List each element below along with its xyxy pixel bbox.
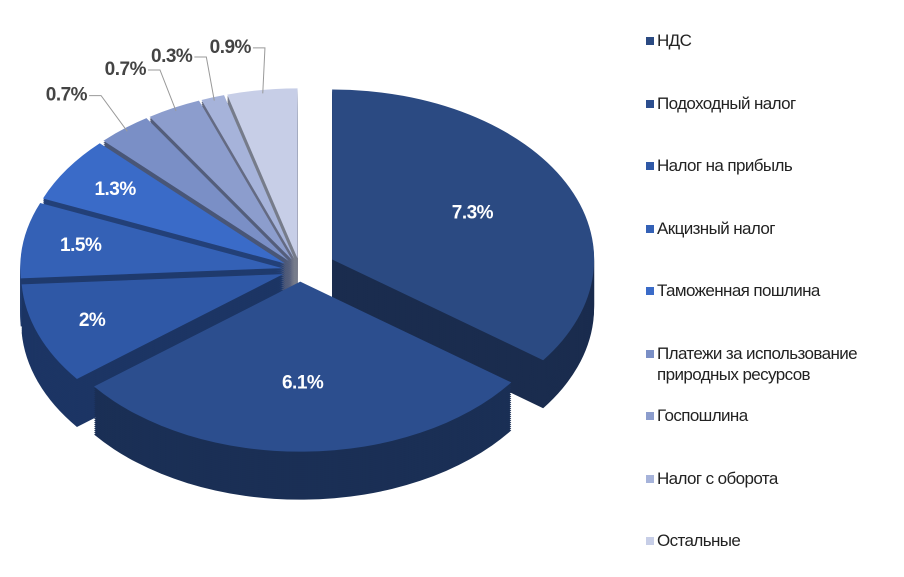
slice — [94, 281, 512, 500]
legend-item: Налог на прибыль — [646, 155, 904, 176]
legend-label: Платежи за использование природных ресур… — [657, 343, 858, 384]
legend-swatch — [646, 162, 654, 170]
legend-label: Налог с оборота — [657, 468, 778, 488]
slice-top — [227, 88, 298, 259]
legend-label: Акцизный налог — [657, 218, 775, 238]
leader-line — [89, 95, 128, 132]
legend-item: Подоходный налог — [646, 93, 904, 114]
legend-swatch — [646, 37, 654, 45]
leader-line — [194, 56, 215, 101]
data-label: 1.3% — [94, 179, 136, 200]
legend-swatch — [646, 349, 654, 358]
slice-top — [201, 95, 295, 259]
legend-label: Госпошлина — [657, 406, 748, 425]
slice-top — [42, 143, 286, 264]
data-label: 2% — [79, 310, 106, 331]
legend-swatch — [646, 537, 654, 545]
legend-swatch — [646, 287, 654, 295]
legend-swatch — [646, 99, 654, 108]
slice-top — [332, 89, 595, 361]
slice — [332, 89, 595, 409]
slice-top — [21, 274, 284, 379]
legend-item: НДС — [646, 30, 904, 51]
legend-item: Таможенная пошлина — [646, 280, 904, 301]
data-label: 0.9% — [210, 37, 252, 58]
data-label: 0.7% — [105, 59, 147, 80]
data-label: 7.3% — [452, 202, 494, 223]
leader-line — [252, 47, 266, 94]
data-label: 1.5% — [60, 235, 102, 256]
legend-swatch — [646, 224, 654, 233]
legend-item: Акцизный налог — [646, 218, 904, 239]
slice-top — [103, 118, 289, 261]
slice-top — [20, 203, 283, 279]
legend-item: Налог с оборота — [646, 468, 904, 489]
legend-item: Платежи за использование природных ресур… — [646, 343, 904, 385]
slice-top — [149, 100, 292, 260]
legend-label: НДС — [657, 31, 692, 50]
pie-area: 7.3%6.1%2%1.5%1.3%0.7%0.7%0.3% 0.9% — [20, 37, 595, 500]
data-label: 0.7% — [46, 85, 88, 106]
legend-swatch — [646, 474, 654, 483]
legend-item: Остальные — [646, 530, 904, 551]
data-label: 6.1% — [282, 373, 324, 394]
legend-label: Остальные — [657, 531, 741, 550]
slice-top — [94, 281, 512, 452]
legend-label: Подоходный налог — [657, 93, 796, 113]
data-label: 0.3% — [151, 46, 193, 67]
legend-label: Таможенная пошлина — [657, 281, 820, 300]
legend-item: Госпошлина — [646, 405, 904, 426]
legend-swatch — [646, 412, 654, 420]
leader-line — [147, 69, 177, 112]
legend-label: Налог на прибыль — [657, 156, 793, 175]
